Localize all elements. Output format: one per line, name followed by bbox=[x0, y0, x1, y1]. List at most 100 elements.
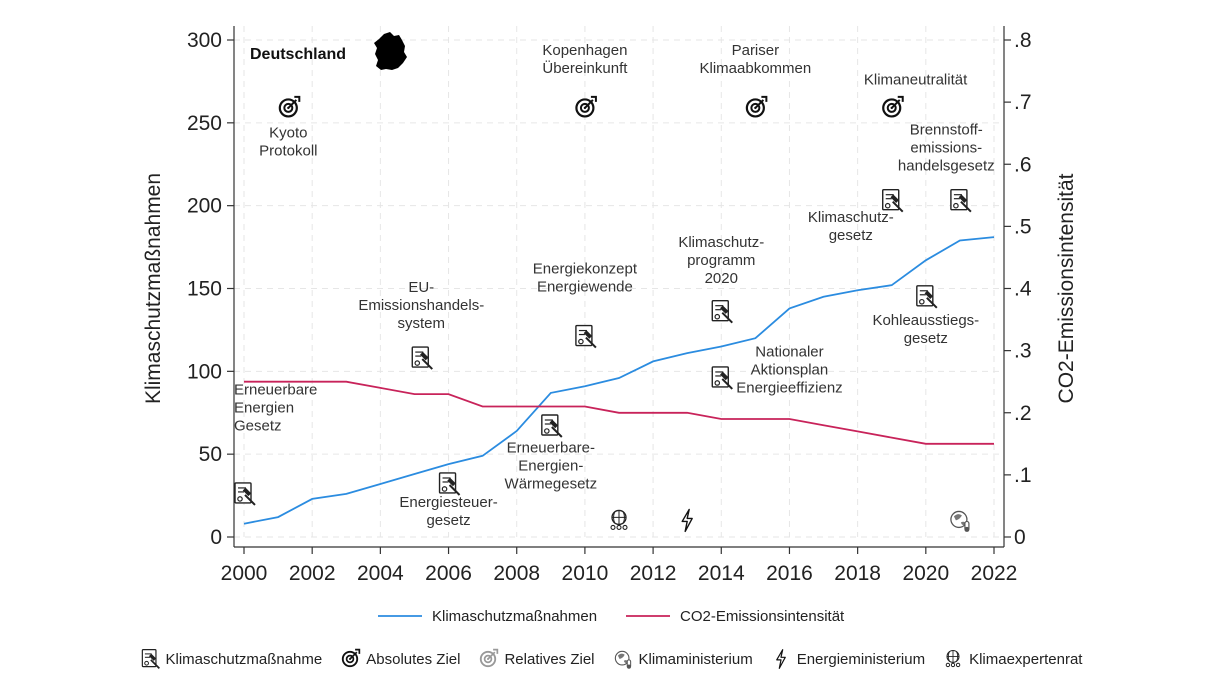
measure-icon bbox=[575, 324, 597, 349]
event-label: Erneuerbare-Energien-Wärmegesetz bbox=[505, 440, 598, 493]
x-tick-label: 2012 bbox=[630, 562, 677, 585]
y-right-tick-label: .5 bbox=[1014, 215, 1032, 238]
symbol-legend-item: Klimaschutzmaßnahme bbox=[138, 647, 323, 671]
series-lines bbox=[243, 236, 995, 525]
symbol-legend-item: Klimaexpertenrat bbox=[941, 647, 1082, 671]
symbol-legend-label: Klimaschutzmaßnahme bbox=[165, 650, 323, 668]
country-label: Deutschland bbox=[250, 46, 346, 63]
event-label-line: Aktionsplan bbox=[751, 361, 829, 378]
measure-icon bbox=[711, 366, 733, 390]
event-label-line: Gesetz bbox=[234, 418, 282, 435]
event-label-line: 2020 bbox=[705, 270, 738, 287]
legend-label: Klimaschutzmaßnahmen bbox=[432, 608, 597, 625]
event-label-line: Klimaneutralität bbox=[864, 72, 968, 89]
y-left-tick-label: 100 bbox=[187, 360, 222, 383]
event-label: Brennstoff-emissions-handelsgesetz bbox=[898, 121, 995, 174]
x-tick-label: 2022 bbox=[971, 562, 1018, 585]
measure-icon bbox=[541, 414, 563, 438]
measure-icon bbox=[711, 299, 733, 324]
event-label-line: programm bbox=[687, 252, 755, 269]
event-label: Kohleausstiegs-gesetz bbox=[872, 312, 979, 347]
axes: 2000 2002 2004 2006 2008 2010 2012 2014 2016 2018… bbox=[142, 26, 1078, 585]
absolute-target-icon bbox=[745, 95, 768, 118]
event-label: Erneuerbare Energien Gesetz bbox=[234, 382, 317, 435]
measure-icon bbox=[411, 346, 433, 370]
event-label: Klimaschutz-programm 2020 bbox=[678, 234, 764, 287]
event-label-line: Energiekonzept bbox=[533, 261, 638, 278]
event-label-line: Energien bbox=[234, 400, 294, 417]
y-left-tick-label: 200 bbox=[187, 195, 222, 218]
country-block: Deutschland bbox=[250, 32, 407, 70]
y-right-tick-label: .4 bbox=[1014, 278, 1032, 301]
climate-ministry-icon bbox=[950, 510, 970, 532]
event-label-line: system bbox=[398, 315, 446, 332]
y-right-tick-label: .1 bbox=[1014, 464, 1032, 487]
symbol-legend-item: Klimaministerium bbox=[611, 647, 753, 671]
grid bbox=[234, 26, 1004, 538]
x-tick-label: 2010 bbox=[562, 562, 609, 585]
event-label-line: Pariser bbox=[732, 42, 780, 59]
chart: 2000 2002 2004 2006 2008 2010 2012 2014 2016 2018… bbox=[142, 26, 1078, 625]
event-label: Kopenhagen Übereinkunft bbox=[542, 42, 628, 77]
event-label: EU-Emissionshandels-system bbox=[358, 279, 484, 332]
energy-ministry-icon bbox=[681, 508, 693, 533]
y-right-axis-title: CO2-Emissionsintensität bbox=[1055, 173, 1078, 403]
event-label: Klimaschutz-gesetz bbox=[808, 209, 894, 244]
event-label-line: Energien- bbox=[518, 458, 583, 475]
y-left-tick-label: 250 bbox=[187, 112, 222, 135]
y-left-tick-label: 50 bbox=[199, 443, 222, 466]
measure-icon bbox=[141, 649, 160, 669]
y-right-tick-label: 0 bbox=[1014, 526, 1026, 549]
event-label-line: Emissionshandels- bbox=[358, 297, 484, 314]
symbol-legend-item: Relatives Ziel bbox=[476, 647, 595, 671]
event-label-line: Klimaschutz- bbox=[808, 209, 894, 226]
energy-ministry-icon bbox=[775, 649, 786, 669]
absolute-target-icon bbox=[882, 95, 904, 118]
event-label: Energiesteuer-gesetz bbox=[399, 494, 497, 529]
series-line-2 bbox=[244, 380, 994, 445]
y-left-tick-label: 150 bbox=[187, 278, 222, 301]
y-right-tick-label: .2 bbox=[1014, 402, 1032, 425]
event-annotations: Erneuerbare Energien Gesetz Kyoto Protokoll E… bbox=[234, 42, 995, 533]
y-right-tick-label: .7 bbox=[1014, 91, 1032, 114]
event-label-line: Nationaler bbox=[755, 343, 823, 360]
x-tick-label: 2014 bbox=[698, 562, 745, 585]
event-label-line: Energiewende bbox=[537, 279, 633, 296]
event-label-line: Klimaschutz- bbox=[678, 234, 764, 251]
x-tick-label: 2004 bbox=[357, 562, 404, 585]
climate-ministry-icon bbox=[614, 650, 631, 669]
series-line-1 bbox=[243, 236, 995, 525]
event-label: Pariser Klimaabkommen bbox=[700, 42, 812, 77]
x-tick-label: 2018 bbox=[834, 562, 881, 585]
x-tick-label: 2016 bbox=[766, 562, 813, 585]
event-label-line: Kyoto bbox=[269, 125, 307, 142]
x-tick-label: 2002 bbox=[289, 562, 336, 585]
legend-label: CO2-Emissionsintensität bbox=[680, 608, 845, 625]
event-label-line: Wärmegesetz bbox=[505, 476, 598, 493]
expert-council-icon bbox=[610, 509, 628, 530]
x-tick-label: 2008 bbox=[493, 562, 540, 585]
y-right-tick-label: .3 bbox=[1014, 340, 1032, 363]
symbol-legend-item: Absolutes Ziel bbox=[338, 647, 460, 671]
event-label: Kyoto Protokoll bbox=[259, 125, 317, 160]
x-tick-label: 2020 bbox=[902, 562, 949, 585]
event-label-line: handelsgesetz bbox=[898, 157, 995, 174]
absolute-target-icon bbox=[575, 95, 597, 118]
event-label-line: emissions- bbox=[910, 139, 982, 156]
event-label-line: gesetz bbox=[904, 330, 948, 347]
event-label-line: Energiesteuer- bbox=[399, 494, 497, 511]
symbol-legend-label: Klimaexpertenrat bbox=[969, 650, 1083, 668]
event-label-line: Erneuerbare bbox=[234, 382, 317, 399]
symbol-legend: Klimaschutzmaßnahme Absolutes Ziel Relativ… bbox=[0, 647, 1220, 671]
y-left-tick-label: 300 bbox=[187, 29, 222, 52]
event-label-line: Übereinkunft bbox=[542, 59, 628, 77]
y-right-tick-label: .6 bbox=[1014, 153, 1032, 176]
y-left-axis-title: Klimaschutzmaßnahmen bbox=[142, 173, 165, 404]
event-label-line: Protokoll bbox=[259, 143, 317, 160]
event-label: Klimaneutralität bbox=[864, 72, 968, 89]
symbol-legend-label: Relatives Ziel bbox=[504, 650, 595, 668]
y-right-tick-label: .8 bbox=[1014, 29, 1032, 52]
event-label-line: Kopenhagen bbox=[542, 42, 627, 59]
series-legend: Klimaschutzmaßnahmen CO2-Emissionsintensi… bbox=[378, 608, 845, 625]
event-label-line: gesetz bbox=[829, 227, 873, 244]
